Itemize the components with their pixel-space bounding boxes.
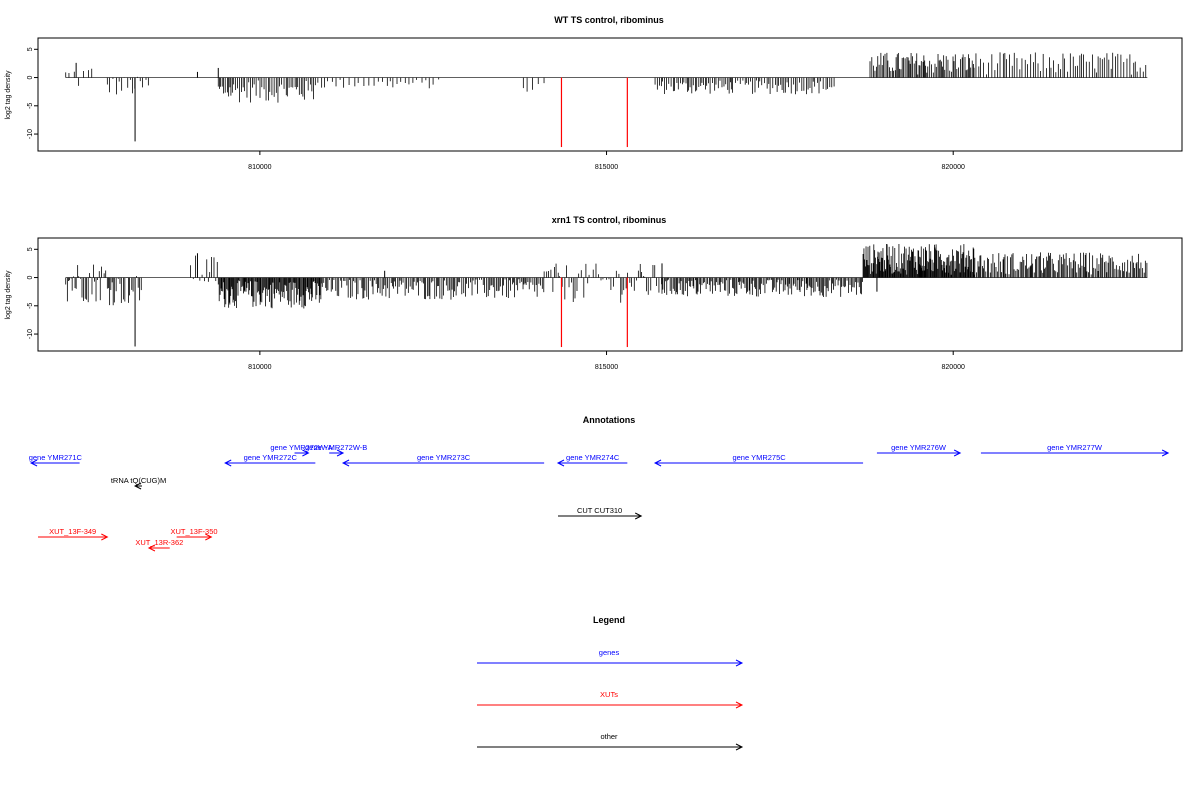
xrn1-y-tick-label: -5 bbox=[27, 303, 34, 309]
xrn1-panel-title: xrn1 TS control, ribominus bbox=[552, 215, 667, 225]
annotation-arrow-head bbox=[1161, 449, 1170, 457]
xrn1-x-tick-label: 820000 bbox=[942, 364, 965, 371]
annotation-label: gene YMR272W-A bbox=[270, 443, 332, 452]
annotation-label: gene YMR272C bbox=[244, 453, 298, 462]
annotation-arrow-head bbox=[133, 482, 142, 490]
wt-x-ticks: 810000 815000 820000 bbox=[248, 151, 965, 171]
wt-panel-title: WT TS control, ribominus bbox=[554, 15, 664, 25]
wt-x-tick-label: 815000 bbox=[595, 164, 618, 171]
xrn1-x-ticks: 810000 815000 820000 bbox=[248, 351, 965, 371]
wt-density-bars bbox=[65, 52, 1148, 148]
wt-y-tick-label: -5 bbox=[27, 103, 34, 109]
legend-arrow-other-head bbox=[735, 743, 744, 751]
xrn1-y-tick-label: 5 bbox=[27, 247, 34, 251]
annotation-arrow-head bbox=[556, 459, 565, 467]
legend-arrow-xuts-head bbox=[735, 701, 744, 709]
xrn1-density-panel: xrn1 TS control, ribominus log2 tag dens… bbox=[5, 215, 1183, 371]
annotation-label: XUT_13F-349 bbox=[49, 527, 96, 536]
annotation-label: gene YMR273C bbox=[417, 453, 471, 462]
annotation-arrow-head bbox=[634, 512, 643, 520]
annotation-label: gene YMR275C bbox=[732, 453, 786, 462]
xrn1-x-tick-label: 815000 bbox=[595, 364, 618, 371]
annotation-label: XUT_13F-350 bbox=[170, 527, 217, 536]
annotation-arrow-head bbox=[653, 459, 662, 467]
annotation-label: tRNA tQ(CUG)M bbox=[111, 476, 166, 485]
annotation-label: gene YMR272W-B bbox=[305, 443, 367, 452]
legend-title: Legend bbox=[593, 615, 625, 625]
annotation-arrow-head bbox=[205, 533, 213, 541]
annotation-label: gene YMR277W bbox=[1047, 443, 1103, 452]
annotation-arrow-head bbox=[953, 449, 962, 457]
annotation-arrow-head bbox=[101, 533, 109, 541]
legend: Legend genes XUTs other bbox=[477, 615, 744, 751]
xrn1-plot-frame bbox=[37, 237, 1183, 352]
wt-y-tick-label: 5 bbox=[27, 47, 34, 51]
wt-y-axis-label: log2 tag density bbox=[5, 70, 12, 120]
annotation-label: gene YMR274C bbox=[566, 453, 620, 462]
annotation-label: gene YMR271C bbox=[29, 453, 83, 462]
annotation-label: gene YMR276W bbox=[891, 443, 947, 452]
wt-plot-frame bbox=[37, 37, 1183, 152]
annotation-arrow-head bbox=[29, 459, 38, 467]
annotation-arrow-head bbox=[302, 449, 310, 457]
wt-y-tick-label: -10 bbox=[27, 129, 34, 139]
annotations-title: Annotations bbox=[583, 415, 636, 425]
wt-y-ticks: -10 -5 0 5 bbox=[27, 47, 38, 139]
legend-arrow-genes-head bbox=[735, 659, 744, 667]
annotation-arrow-head bbox=[224, 459, 232, 467]
legend-label-other: other bbox=[600, 732, 618, 741]
annotation-label: XUT_13R-362 bbox=[135, 538, 183, 547]
xrn1-y-tick-label: 0 bbox=[27, 276, 34, 280]
xrn1-y-ticks: -10 -5 0 5 bbox=[27, 247, 38, 339]
legend-label-xuts: XUTs bbox=[600, 690, 618, 699]
wt-x-tick-label: 820000 bbox=[942, 164, 965, 171]
annotation-label: CUT CUT310 bbox=[577, 506, 622, 515]
xrn1-y-axis-label: log2 tag density bbox=[5, 270, 12, 320]
xrn1-density-bars bbox=[65, 243, 1148, 348]
xrn1-y-tick-label: -10 bbox=[27, 329, 34, 339]
legend-label-genes: genes bbox=[599, 648, 620, 657]
wt-density-panel: WT TS control, ribominus log2 tag densit… bbox=[5, 15, 1183, 171]
wt-x-tick-label: 810000 bbox=[248, 164, 271, 171]
annotation-arrow-head bbox=[336, 449, 345, 457]
xrn1-x-tick-label: 810000 bbox=[248, 364, 271, 371]
annotation-arrow-head bbox=[147, 544, 156, 552]
annotation-arrow-head bbox=[341, 459, 350, 467]
wt-y-tick-label: 0 bbox=[27, 76, 34, 80]
